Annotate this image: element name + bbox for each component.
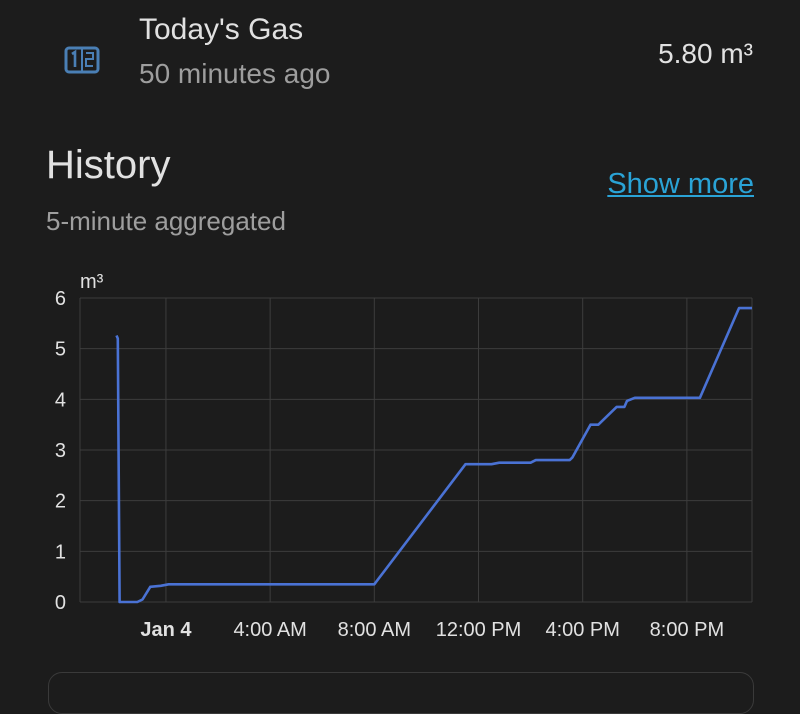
- y-axis-unit-label: m³: [80, 271, 104, 293]
- next-card: [48, 672, 754, 714]
- history-title: History: [46, 143, 171, 187]
- history-chart[interactable]: 0 1 2 3 4 5 6 Jan 4 4:00 AM 8:00 AM 12:00 PM 4:00 P…: [0, 260, 800, 650]
- y-tick-label: 3: [55, 440, 66, 462]
- y-tick-label: 2: [55, 491, 66, 513]
- history-subtitle: 5-minute aggregated: [46, 206, 286, 236]
- y-tick-label: 5: [55, 339, 66, 361]
- y-tick-label: 1: [55, 541, 66, 563]
- entity-row[interactable]: Today's Gas 50 minutes ago 5.80 m³: [0, 0, 800, 110]
- x-tick-label: 8:00 PM: [650, 619, 724, 641]
- x-tick-label: 4:00 PM: [545, 619, 619, 641]
- x-tick-label: 12:00 PM: [436, 619, 522, 641]
- numeric-icon: [64, 46, 100, 74]
- x-tick-label: 4:00 AM: [233, 619, 306, 641]
- x-tick-label: Jan 4: [140, 619, 192, 641]
- last-changed: 50 minutes ago: [139, 58, 331, 89]
- show-more-link[interactable]: Show more: [607, 168, 754, 200]
- x-tick-label: 8:00 AM: [338, 619, 411, 641]
- gas-series-line: [115, 306, 752, 604]
- entity-name: Today's Gas: [139, 13, 304, 46]
- entity-state-value: 5.80 m³: [658, 38, 753, 69]
- y-tick-label: 0: [55, 592, 66, 614]
- y-tick-label: 4: [55, 389, 66, 411]
- y-tick-label: 6: [55, 288, 66, 310]
